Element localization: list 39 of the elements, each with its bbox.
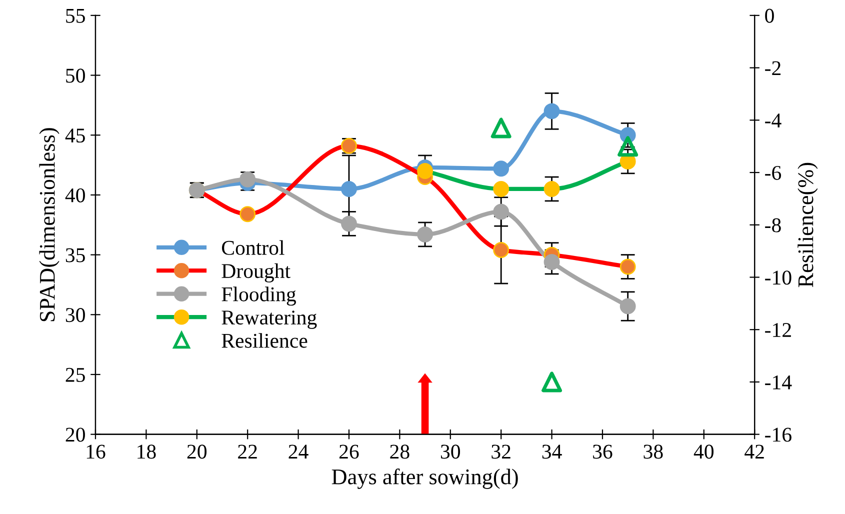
y2-tick-label: -6 [765, 166, 782, 180]
x-tick-label: 20 [187, 444, 207, 459]
x-tick-label: 28 [390, 444, 410, 459]
y-tick-label: 45 [65, 128, 85, 143]
legend-label: Resilience [222, 333, 308, 348]
x-tick-label: 40 [694, 444, 714, 459]
legend-label: Rewatering [222, 310, 317, 329]
y2-tick-label: -16 [765, 428, 792, 442]
x-tick-label: 34 [542, 444, 562, 459]
y2-tick-label: -4 [765, 114, 782, 128]
y2-tick-label: 0 [765, 8, 774, 23]
x-tick-label: 30 [440, 444, 460, 459]
y2-tick-label: -8 [765, 218, 781, 232]
y-tick-label: 25 [66, 368, 85, 382]
y-tick-label: 20 [66, 428, 85, 442]
y-tick-label: 50 [66, 68, 85, 83]
y-tick-label: 40 [65, 188, 85, 202]
legend-label: Flooding [222, 286, 296, 306]
x-tick-label: 38 [644, 444, 663, 459]
y-tick-label: 55 [66, 9, 85, 23]
x-tick-label: 22 [238, 444, 257, 459]
y2-tick-label: -10 [765, 270, 792, 285]
y2-axis-title: Resilience(%) [798, 162, 818, 288]
x-tick-label: 42 [744, 444, 764, 459]
y2-tick-label: -2 [765, 61, 781, 76]
x-tick-label: 18 [138, 444, 156, 459]
x-tick-label: 32 [492, 444, 510, 459]
y-tick-label: 35 [66, 248, 85, 262]
x-axis-title: Days after sowing(d) [332, 468, 518, 489]
x-tick-label: 16 [86, 444, 106, 459]
y2-tick-label: -14 [765, 375, 792, 390]
y-axis-title: SPAD(dimensionless) [39, 128, 60, 322]
y2-tick-label: -12 [765, 323, 791, 337]
legend-label: Drought [222, 263, 290, 282]
legend-label: Control [222, 240, 284, 255]
x-tick-label: 36 [593, 444, 612, 459]
x-tick-label: 26 [339, 444, 359, 459]
y-tick-label: 30 [66, 308, 85, 322]
x-tick-label: 24 [288, 444, 308, 459]
